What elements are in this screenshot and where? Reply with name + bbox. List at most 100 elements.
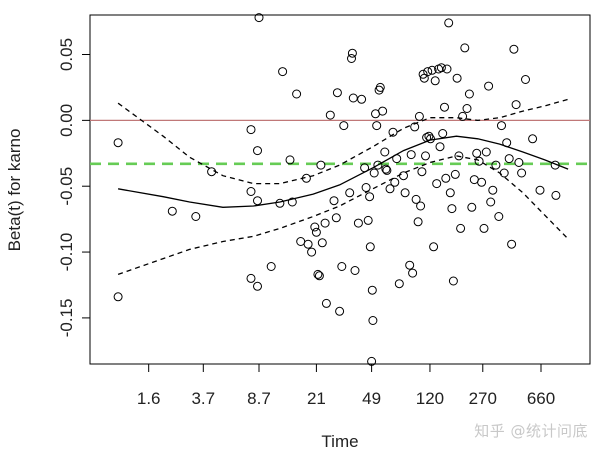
confidence-band-2 (117, 155, 569, 276)
data-point (368, 316, 378, 325)
data-point (331, 213, 341, 223)
data-point (411, 194, 421, 204)
data-point (405, 260, 415, 270)
data-point (462, 104, 472, 113)
data-point (441, 173, 451, 183)
data-point (517, 168, 527, 178)
data-point (378, 106, 388, 116)
data-point (307, 247, 317, 257)
data-point (335, 306, 345, 316)
data-point (460, 43, 470, 53)
data-point (423, 67, 433, 77)
x-tick-label: 3.7 (191, 389, 215, 408)
data-point (316, 160, 326, 170)
data-point (373, 160, 383, 170)
data-point (310, 222, 320, 232)
data-point (285, 155, 295, 165)
scatter-points (113, 13, 561, 366)
data-point (458, 111, 468, 121)
data-point (347, 54, 356, 63)
data-point (467, 202, 477, 212)
data-point (550, 160, 560, 170)
plot-box (89, 14, 591, 365)
data-point (365, 192, 375, 202)
data-point (479, 223, 489, 233)
data-point (399, 171, 408, 181)
x-tick-label: 1.6 (137, 389, 161, 408)
data-point (484, 81, 494, 91)
data-point (357, 94, 367, 104)
data-point (390, 177, 400, 187)
data-point (430, 76, 440, 86)
data-point (521, 75, 530, 84)
y-tick-label: -0.05 (57, 167, 76, 206)
data-point (363, 215, 373, 225)
watermark: 知乎 @统计问底 (474, 422, 588, 440)
data-point (424, 131, 434, 141)
data-point (400, 188, 410, 198)
data-point (494, 212, 504, 221)
smooth-curves (117, 98, 569, 276)
x-tick-label: 8.7 (247, 389, 271, 408)
data-point (207, 167, 217, 177)
data-point (438, 129, 448, 138)
data-point (444, 18, 454, 28)
data-point (408, 268, 418, 278)
data-point (253, 146, 262, 156)
data-point (287, 197, 297, 207)
data-point (296, 237, 306, 246)
y-tick-label: -0.15 (57, 299, 76, 338)
data-point (253, 281, 262, 291)
data-point (394, 279, 404, 289)
data-point (332, 88, 342, 98)
data-point (432, 179, 442, 189)
data-point (440, 102, 449, 112)
data-point (464, 89, 474, 99)
data-point (481, 147, 491, 157)
data-point (381, 164, 391, 174)
y-axis: 0.05 0.00 -0.05 -0.10 -0.15 (57, 38, 90, 337)
data-point (442, 64, 452, 74)
data-point (406, 150, 416, 160)
data-point (385, 184, 395, 194)
data-point (447, 204, 457, 214)
data-point (325, 110, 335, 120)
data-point (511, 100, 521, 110)
data-point (350, 266, 360, 275)
data-point (246, 125, 256, 135)
reference-lines (90, 119, 590, 166)
data-point (266, 262, 276, 271)
data-point (426, 134, 435, 144)
data-point (329, 196, 339, 206)
data-point (488, 185, 498, 195)
y-axis-title: Beta(t) for karno (5, 129, 24, 252)
x-axis-title: Time (321, 432, 358, 451)
y-tick-label: 0.00 (57, 104, 76, 137)
data-point (320, 218, 330, 228)
data-point (278, 67, 288, 77)
data-point (499, 168, 509, 178)
data-point (167, 206, 177, 216)
data-point (486, 197, 496, 207)
data-point (348, 93, 358, 103)
data-point (191, 212, 201, 221)
data-point (301, 173, 311, 183)
data-point (514, 158, 524, 167)
data-point (535, 185, 545, 195)
data-point (292, 89, 302, 99)
data-point (509, 44, 519, 54)
data-point (474, 156, 484, 166)
x-axis: 1.6 3.7 8.7 21 49 120 270 660 (137, 364, 555, 408)
data-point (339, 121, 349, 131)
x-tick-label: 49 (362, 389, 381, 408)
data-point (445, 188, 455, 198)
data-point (427, 65, 437, 75)
data-point (551, 190, 561, 200)
data-point (380, 147, 390, 157)
data-point (410, 122, 420, 132)
data-point (448, 276, 458, 286)
data-point (436, 63, 446, 73)
data-point (303, 239, 313, 249)
data-point (367, 285, 377, 295)
